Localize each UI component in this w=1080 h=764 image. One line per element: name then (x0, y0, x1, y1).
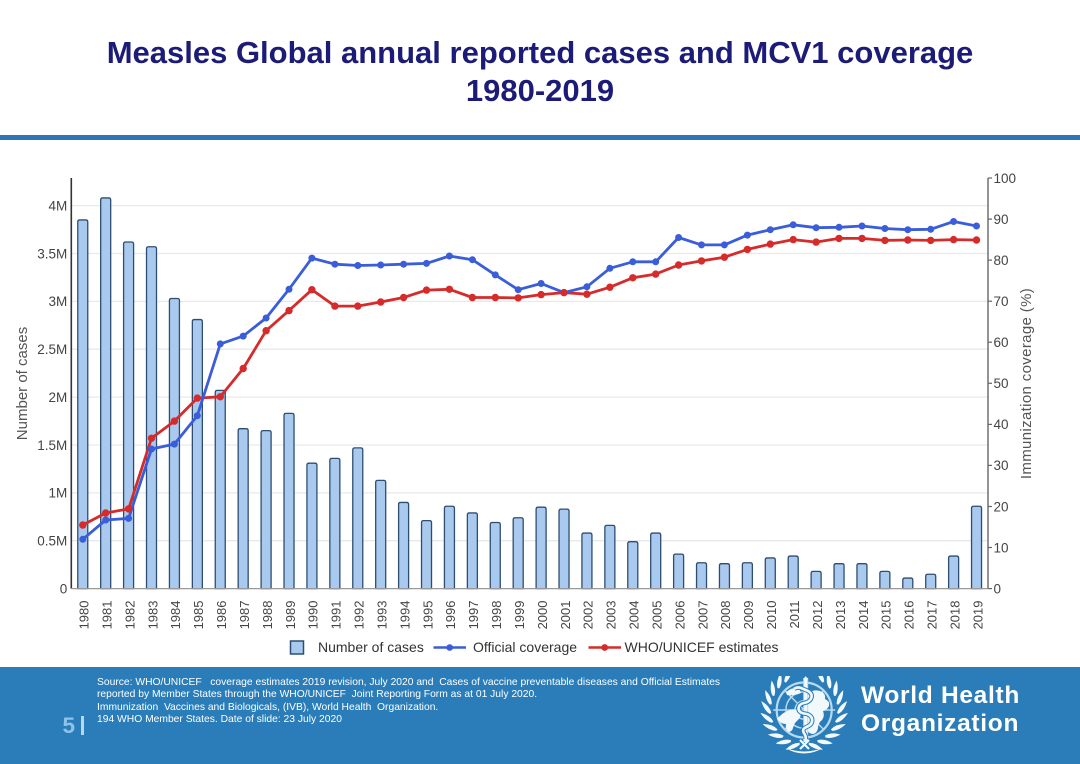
svg-text:1990: 1990 (306, 601, 321, 630)
svg-text:0: 0 (60, 581, 68, 596)
svg-text:2002: 2002 (581, 601, 596, 630)
svg-text:2M: 2M (49, 390, 68, 405)
svg-text:2012: 2012 (810, 601, 825, 630)
svg-text:70: 70 (994, 294, 1009, 309)
svg-text:1997: 1997 (466, 601, 481, 630)
svg-text:1993: 1993 (375, 601, 390, 630)
svg-text:90: 90 (994, 212, 1009, 227)
svg-text:40: 40 (994, 417, 1009, 432)
svg-text:1999: 1999 (512, 601, 527, 630)
svg-text:2015: 2015 (879, 601, 894, 630)
svg-text:1995: 1995 (420, 601, 435, 630)
svg-text:1985: 1985 (191, 601, 206, 630)
svg-text:2010: 2010 (764, 601, 779, 630)
svg-text:1991: 1991 (329, 601, 344, 630)
svg-text:1983: 1983 (145, 601, 160, 630)
svg-text:2017: 2017 (925, 601, 940, 630)
svg-text:Number of cases: Number of cases (318, 639, 424, 655)
svg-text:1994: 1994 (397, 601, 412, 630)
svg-text:1.5M: 1.5M (37, 438, 67, 453)
svg-text:2009: 2009 (741, 601, 756, 630)
svg-text:Number of cases: Number of cases (14, 327, 31, 440)
svg-text:1M: 1M (49, 486, 68, 501)
svg-text:1982: 1982 (122, 601, 137, 630)
svg-text:2016: 2016 (902, 601, 917, 630)
svg-text:1987: 1987 (237, 601, 252, 630)
svg-text:10: 10 (994, 540, 1009, 555)
svg-text:50: 50 (994, 376, 1009, 391)
svg-text:2018: 2018 (947, 601, 962, 630)
svg-text:1992: 1992 (352, 601, 367, 630)
svg-text:0: 0 (994, 581, 1002, 596)
svg-text:3M: 3M (49, 294, 68, 309)
svg-text:2006: 2006 (672, 601, 687, 630)
svg-text:3.5M: 3.5M (37, 246, 67, 261)
svg-text:2014: 2014 (856, 601, 871, 630)
svg-text:1980: 1980 (77, 601, 92, 630)
svg-text:1996: 1996 (443, 601, 458, 630)
svg-text:2004: 2004 (627, 601, 642, 630)
svg-text:2005: 2005 (650, 601, 665, 630)
svg-text:2000: 2000 (535, 601, 550, 630)
svg-text:1988: 1988 (260, 601, 275, 630)
svg-text:4M: 4M (49, 198, 68, 213)
svg-text:2001: 2001 (558, 601, 573, 630)
svg-text:2011: 2011 (787, 601, 802, 629)
svg-text:2013: 2013 (833, 601, 848, 630)
svg-text:2019: 2019 (970, 601, 985, 630)
svg-text:2.5M: 2.5M (37, 342, 67, 357)
svg-text:30: 30 (994, 458, 1009, 473)
svg-text:100: 100 (994, 171, 1017, 186)
svg-text:1989: 1989 (283, 601, 298, 630)
svg-text:Immunization coverage (%): Immunization coverage (%) (1018, 288, 1035, 479)
svg-text:Official coverage: Official coverage (473, 639, 577, 655)
svg-text:1984: 1984 (168, 601, 183, 630)
svg-text:60: 60 (994, 335, 1009, 350)
svg-text:2008: 2008 (718, 601, 733, 630)
svg-text:2003: 2003 (604, 601, 619, 630)
svg-text:1986: 1986 (214, 601, 229, 630)
svg-text:WHO/UNICEF estimates: WHO/UNICEF estimates (625, 639, 779, 655)
svg-text:20: 20 (994, 499, 1009, 514)
svg-text:1998: 1998 (489, 601, 504, 630)
svg-text:80: 80 (994, 253, 1009, 268)
svg-text:1981: 1981 (100, 601, 115, 630)
svg-text:0.5M: 0.5M (37, 534, 67, 549)
svg-text:2007: 2007 (695, 601, 710, 630)
